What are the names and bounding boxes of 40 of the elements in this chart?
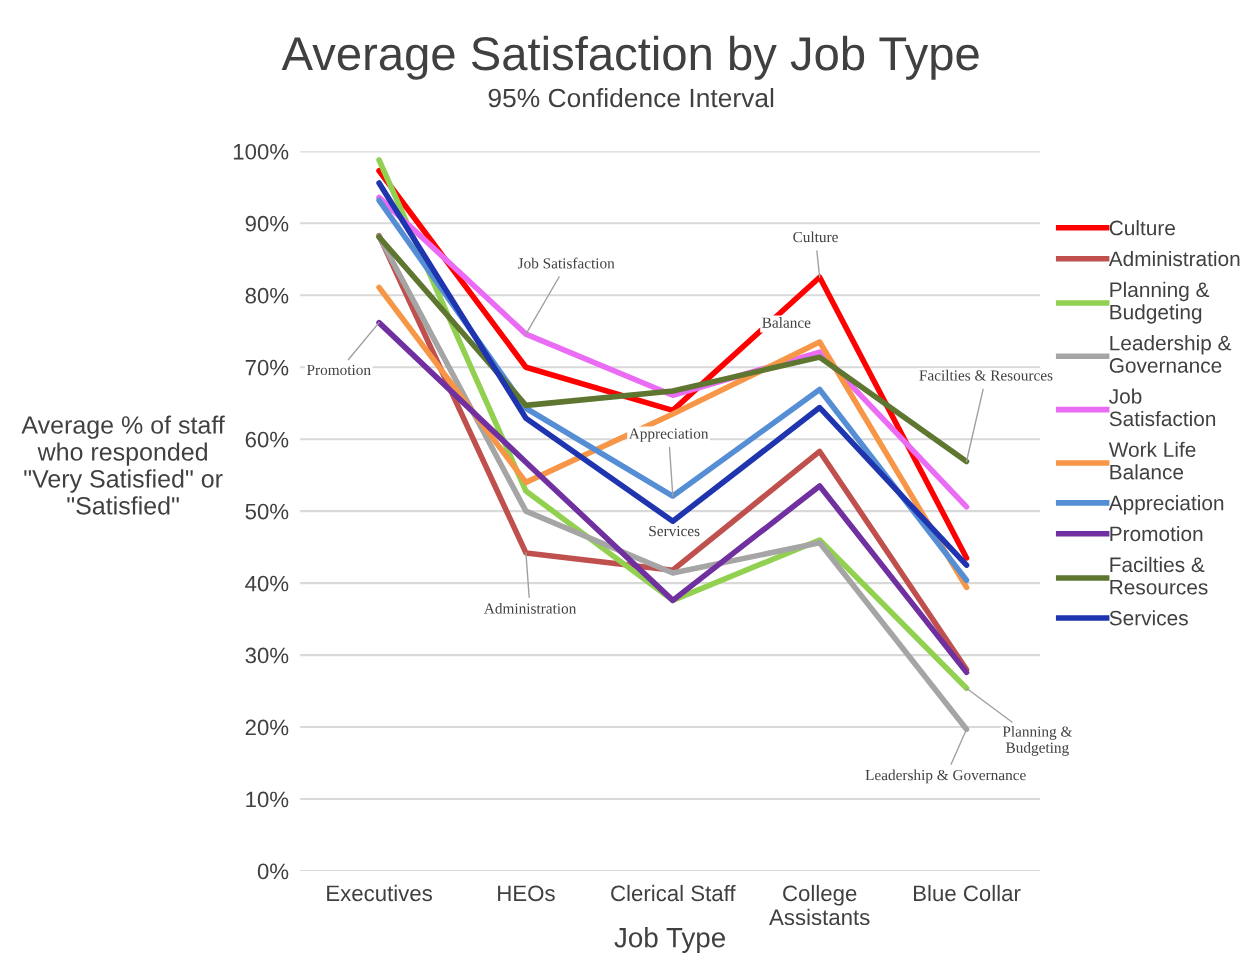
annotation: Planning & Budgeting (1002, 726, 1073, 756)
annotation: Balance (762, 317, 811, 328)
x-tick-label: College Assistants (769, 884, 870, 926)
legend-label: Job Satisfaction (1109, 388, 1216, 427)
legend-label: Services (1109, 610, 1188, 626)
x-tick-label: Blue Collar (914, 884, 1021, 902)
annotation: Culture (793, 231, 838, 243)
legend-label: Promotion (1110, 525, 1203, 542)
legend-label: Culture (1109, 220, 1175, 236)
y-tick-label: 10% (246, 791, 289, 808)
y-axis-title: Average % of staff who responded "Very Satisfied" or "Satisfied" (21, 415, 225, 515)
y-tick-label: 80% (245, 287, 289, 304)
x-tick-label: Clerical Staff (611, 884, 736, 902)
x-tick-label: Executives (327, 884, 432, 902)
y-tick-label: 100% (233, 143, 289, 160)
y-tick-label: 70% (245, 359, 289, 376)
y-tick-label: 90% (245, 215, 289, 232)
y-tick-label: 20% (245, 719, 289, 736)
chart-title: Average Satisfaction by Job Type (281, 35, 979, 80)
annotation: Facilties & Resources (919, 369, 1053, 381)
legend-label: Facilties & Resources (1110, 556, 1208, 595)
x-tick-label: HEOs (498, 885, 555, 902)
legend-label: Planning & Budgeting (1110, 281, 1210, 324)
legend-label: Administration (1108, 250, 1240, 267)
annotation: Appreciation (628, 428, 709, 442)
annotation: Leadership & Governance (865, 769, 1026, 784)
legend-label: Appreciation (1108, 495, 1224, 515)
annotation: Services (649, 525, 700, 537)
y-tick-label: 40% (245, 575, 289, 592)
annotation: Promotion (306, 364, 371, 376)
y-tick-label: 0% (257, 863, 289, 880)
y-tick-label: 30% (245, 647, 289, 664)
annotation: Administration (483, 602, 577, 614)
annotation: Job Satisfaction (517, 257, 615, 269)
y-tick-label: 60% (245, 431, 289, 448)
y-tick-label: 50% (245, 503, 289, 520)
legend-label: Leadership & Governance (1109, 335, 1232, 373)
legend-label: Work Life Balance (1108, 441, 1196, 480)
chart-subtitle: 95% Confidence Interval (488, 87, 774, 108)
x-axis-title: Job Type (614, 927, 725, 953)
